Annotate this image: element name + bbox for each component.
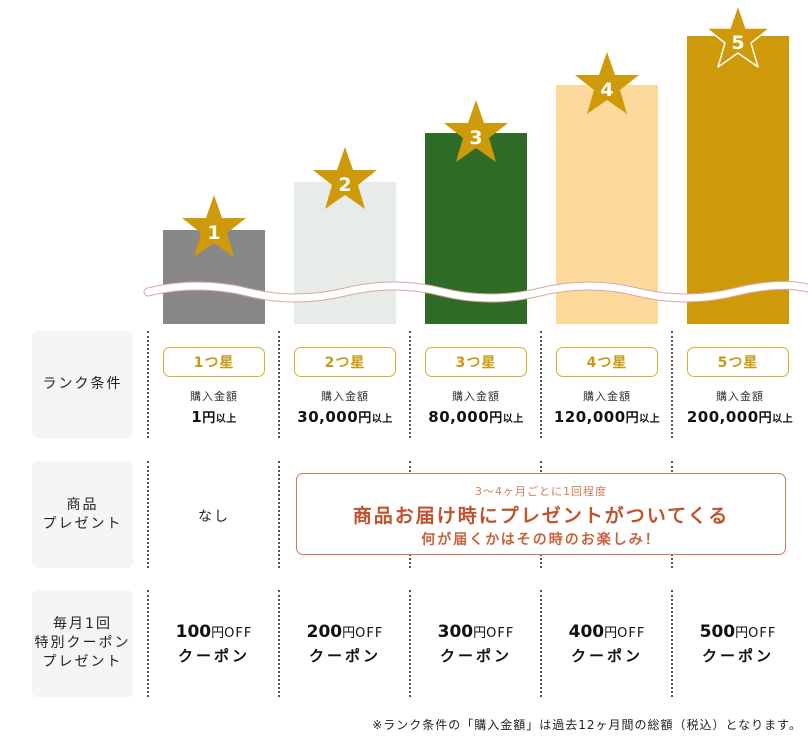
present-frequency: 3〜4ヶ月ごとに1回程度 xyxy=(475,485,607,498)
svg-text:3: 3 xyxy=(469,127,482,149)
row-label-rank-condition: ランク条件 xyxy=(32,331,133,438)
amount-value: 30,000円以上 xyxy=(297,408,393,426)
star-icon-rank-2: 2 xyxy=(312,146,378,210)
rank-amount-2: 購入金額 30,000円以上 xyxy=(282,388,408,426)
bars-area xyxy=(0,0,808,324)
column-divider xyxy=(409,331,411,438)
column-divider xyxy=(540,331,542,438)
svg-text:5: 5 xyxy=(731,32,744,54)
bar-rank-5 xyxy=(687,36,789,324)
star-icon-rank-3: 3 xyxy=(443,99,509,163)
rank-amount-3: 購入金額 80,000円以上 xyxy=(413,388,539,426)
rank-pill-1: 1つ星 xyxy=(163,347,265,377)
star-icon-rank-4: 4 xyxy=(574,51,640,115)
column-divider xyxy=(147,590,149,697)
rank-pill-3: 3つ星 xyxy=(425,347,527,377)
svg-text:2: 2 xyxy=(338,174,351,196)
amount-label: 購入金額 xyxy=(583,390,631,403)
column-divider xyxy=(409,590,411,697)
rank-pill-5: 5つ星 xyxy=(687,347,789,377)
column-divider xyxy=(671,331,673,438)
column-divider xyxy=(278,461,280,568)
svg-text:1: 1 xyxy=(207,222,220,244)
coupon-tier-4: 400円OFF クーポン xyxy=(568,622,646,665)
amount-value: 1円以上 xyxy=(191,408,237,426)
row-label-product-present: 商品 プレゼント xyxy=(32,461,133,568)
rank-amount-1: 購入金額 1円以上 xyxy=(163,388,265,426)
rank-amount-5: 購入金額 200,000円以上 xyxy=(675,388,805,426)
column-divider xyxy=(671,590,673,697)
footnote: ※ランク条件の「購入金額」は過去12ヶ月間の総額（税込）となります。 xyxy=(372,718,802,732)
bar-rank-4 xyxy=(556,85,658,324)
rank-pill-2: 2つ星 xyxy=(294,347,396,377)
bar-rank-1 xyxy=(163,230,265,324)
amount-value: 200,000円以上 xyxy=(686,408,794,426)
coupon-tier-5: 500円OFF クーポン xyxy=(699,622,777,665)
column-divider xyxy=(147,331,149,438)
coupon-tier-3: 300円OFF クーポン xyxy=(437,622,515,665)
column-divider xyxy=(147,461,149,568)
amount-label: 購入金額 xyxy=(321,390,369,403)
amount-label: 購入金額 xyxy=(190,390,238,403)
svg-text:4: 4 xyxy=(600,79,613,101)
amount-value: 80,000円以上 xyxy=(428,408,524,426)
column-divider xyxy=(278,331,280,438)
amount-label: 購入金額 xyxy=(716,390,764,403)
present-info-box: 3〜4ヶ月ごとに1回程度 商品お届け時にプレゼントがついてくる 何が届くかはその… xyxy=(296,473,786,555)
star-icon-rank-5: 5 xyxy=(705,4,771,68)
present-none-tier-1: なし xyxy=(198,509,230,525)
column-divider xyxy=(278,590,280,697)
amount-value: 120,000円以上 xyxy=(553,408,661,426)
amount-label: 購入金額 xyxy=(452,390,500,403)
column-divider xyxy=(540,590,542,697)
present-note: 何が届くかはその時のお楽しみ！ xyxy=(421,532,661,548)
coupon-tier-2: 200円OFF クーポン xyxy=(306,622,384,665)
rank-amount-4: 購入金額 120,000円以上 xyxy=(544,388,670,426)
row-label-monthly-coupon: 毎月1回 特別クーポン プレゼント xyxy=(32,590,133,697)
rank-pill-4: 4つ星 xyxy=(556,347,658,377)
coupon-tier-1: 100円OFF クーポン xyxy=(175,622,253,665)
star-icon-rank-1: 1 xyxy=(181,194,247,258)
present-headline: 商品お届け時にプレゼントがついてくる xyxy=(352,505,730,527)
rank-bar-chart: 1 2 3 4 5 xyxy=(0,0,808,330)
